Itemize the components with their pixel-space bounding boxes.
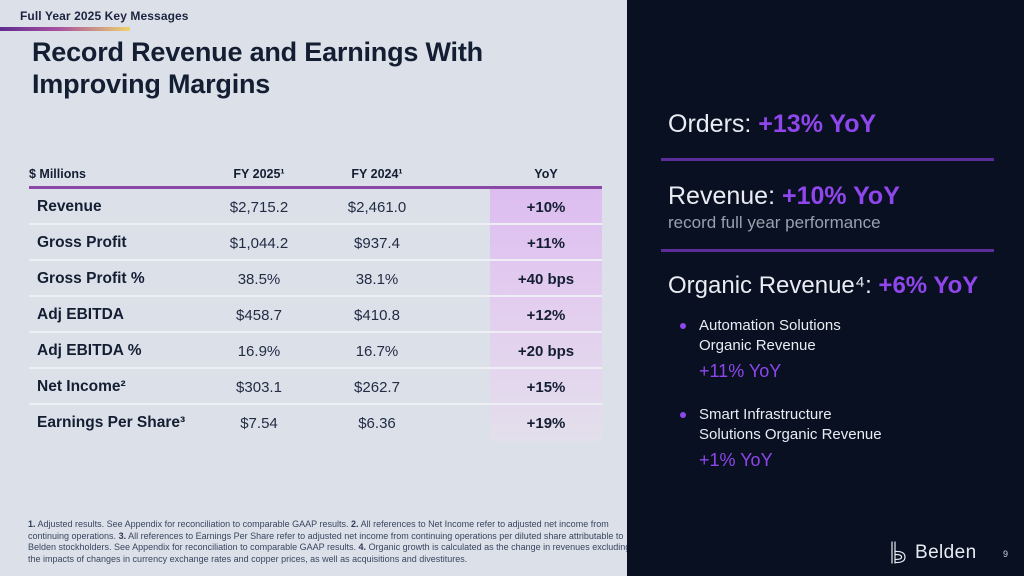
row-yoy-value: +10% [526, 198, 566, 216]
row-fy2024-value: 38.1% [355, 270, 399, 288]
table-row: Gross Profit $1,044.2 $937.4 +11% [29, 223, 602, 261]
row-yoy-value: +20 bps [517, 342, 575, 360]
row-label: Adj EBITDA % [37, 342, 142, 359]
list-item: Smart Infrastructure Solutions Organic R… [680, 405, 882, 471]
organic-revenue-stat: Organic Revenue⁴: +6% YoY [668, 272, 978, 300]
right-panel: Orders: +13% YoY Revenue: +10% YoY recor… [627, 0, 1024, 576]
orders-label: Orders: [668, 110, 759, 138]
revenue-stat: Revenue: +10% YoY [668, 182, 900, 211]
belden-wordmark: Belden [915, 541, 977, 563]
row-label: Gross Profit % [37, 270, 145, 287]
row-label: Revenue [37, 198, 102, 215]
table-row: Adj EBITDA % 16.9% 16.7% +20 bps [29, 331, 602, 369]
row-fy2025-value: $458.7 [236, 306, 282, 324]
belden-logo: Belden [889, 541, 977, 564]
bullet-content: Automation Solutions Organic Revenue +11… [699, 316, 841, 382]
footnote-text: Adjusted results. See Appendix for recon… [37, 519, 352, 529]
organic-revenue-bullets: Automation Solutions Organic Revenue +11… [680, 316, 882, 494]
row-yoy-value: +11% [527, 234, 565, 252]
bullet-content: Smart Infrastructure Solutions Organic R… [699, 405, 882, 471]
page-number: 9 [1003, 549, 1009, 559]
slide-title: Record Revenue and Earnings With Improvi… [32, 37, 483, 99]
row-label: Earnings Per Share³ [37, 414, 186, 431]
orders-stat: Orders: +13% YoY [668, 110, 876, 139]
slide-kicker: Full Year 2025 Key Messages [20, 9, 189, 23]
row-fy2024-value: $410.8 [354, 306, 400, 324]
row-yoy-value: +15% [526, 378, 566, 396]
footnote-number: 4. [358, 542, 367, 552]
revenue-value: +10% YoY [781, 182, 900, 210]
table-row: Adj EBITDA $458.7 $410.8 +12% [29, 295, 602, 333]
footnote-number: 3. [118, 530, 127, 541]
col-yoy: YoY [534, 167, 558, 181]
revenue-subtitle: record full year performance [668, 213, 881, 232]
col-fy2025: FY 2025¹ [233, 167, 285, 181]
table-row: Earnings Per Share³ $7.54 $6.36 +19% [29, 403, 602, 441]
table-header-row: $ Millions FY 2025¹ FY 2024¹ YoY [29, 162, 602, 186]
orders-value: +13% YoY [758, 110, 877, 138]
kicker-gradient-bar [0, 27, 130, 31]
table-row: Net Income² $303.1 $262.7 +15% [29, 367, 602, 405]
bullet-text: Smart Infrastructure Solutions Organic R… [699, 406, 882, 443]
row-fy2025-value: $303.1 [236, 378, 282, 396]
footnotes: 1. Adjusted results. See Appendix for re… [28, 519, 640, 565]
divider [661, 249, 994, 252]
divider [661, 158, 994, 161]
left-panel: Full Year 2025 Key Messages Record Reven… [0, 9, 630, 564]
bullet-icon [680, 323, 686, 329]
col-fy2024: FY 2024¹ [351, 167, 403, 181]
row-label: Gross Profit [37, 234, 127, 251]
belden-logo-icon [891, 541, 906, 564]
row-fy2024-value: $6.36 [358, 414, 396, 432]
organic-label: Organic Revenue⁴: [668, 272, 879, 299]
bullet-icon [680, 412, 686, 418]
financials-table: $ Millions FY 2025¹ FY 2024¹ YoY Revenue… [29, 162, 602, 441]
yoy-highlight-column [490, 189, 602, 441]
table-header-rule [29, 186, 602, 189]
row-fy2024-value: $262.7 [354, 378, 400, 396]
bullet-text: Automation Solutions Organic Revenue [699, 317, 841, 354]
footnote-number: 1. [28, 519, 36, 529]
row-fy2024-value: $937.4 [354, 234, 400, 252]
footnote-text: Organic growth is calculated as the chan… [28, 542, 631, 564]
row-fy2025-value: 38.5% [237, 270, 281, 288]
footnote-text: All references to Net Income refer to ad… [28, 519, 609, 541]
row-label: Net Income² [37, 378, 126, 395]
row-yoy-value: +12% [526, 306, 566, 324]
revenue-label: Revenue: [668, 182, 782, 210]
row-fy2025-value: $7.54 [240, 414, 278, 432]
row-label: Adj EBITDA [37, 306, 124, 323]
table-row: Gross Profit % 38.5% 38.1% +40 bps [29, 259, 602, 297]
footnote-number: 2. [351, 519, 359, 529]
row-fy2025-value: 16.9% [237, 342, 281, 360]
row-fy2025-value: $2,715.2 [229, 198, 289, 216]
table-row: Revenue $2,715.2 $2,461.0 +10% [29, 189, 602, 225]
list-item: Automation Solutions Organic Revenue +11… [680, 316, 882, 382]
bullet-value: +1% YoY [699, 450, 773, 470]
row-yoy-value: +40 bps [517, 270, 575, 288]
organic-value: +6% YoY [878, 272, 979, 299]
bullet-value: +11% YoY [699, 361, 782, 381]
footnote-text: All references to Earnings Per Share ref… [28, 530, 624, 553]
table-body: Revenue $2,715.2 $2,461.0 +10% Gross Pro… [29, 189, 602, 441]
col-unit-label: $ Millions [29, 167, 86, 181]
row-fy2024-value: 16.7% [355, 342, 399, 360]
row-yoy-value: +19% [526, 414, 566, 432]
row-fy2025-value: $1,044.2 [229, 234, 289, 252]
row-fy2024-value: $2,461.0 [347, 198, 407, 216]
